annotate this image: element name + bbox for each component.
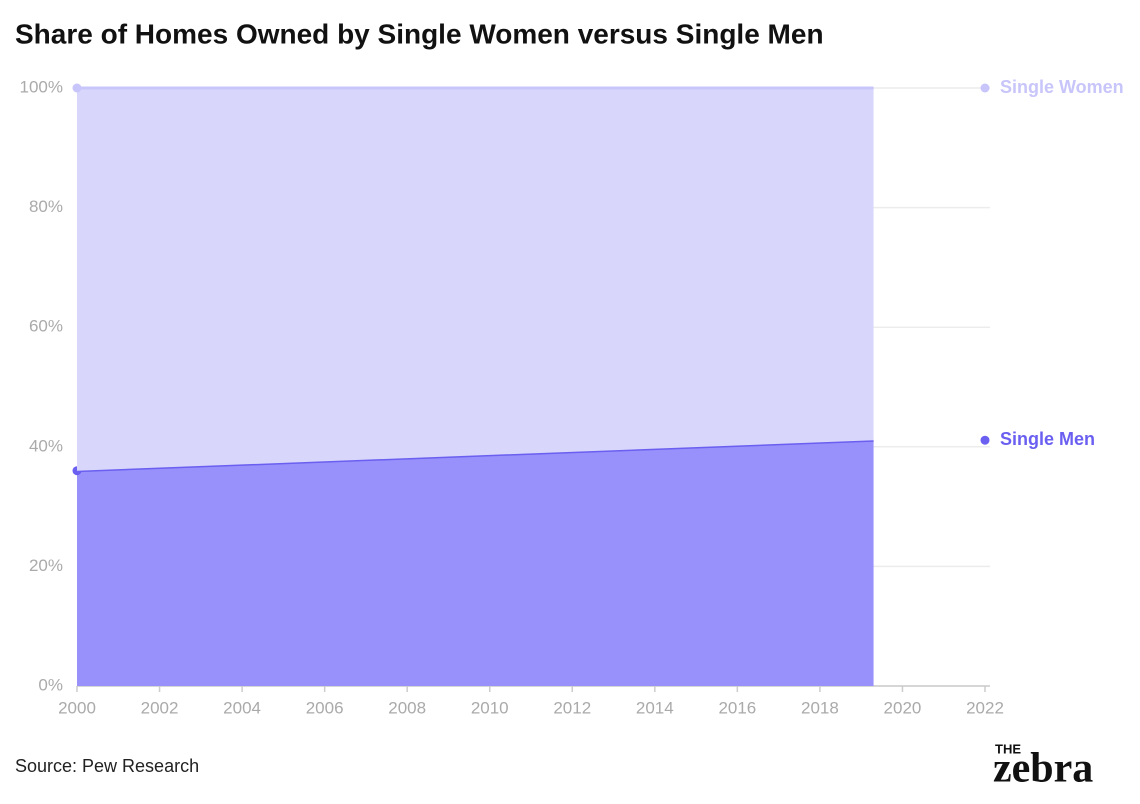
x-tick-label: 2000 (58, 698, 96, 717)
y-tick-label: 20% (29, 556, 63, 575)
area (77, 88, 874, 471)
x-tick-label: 2004 (223, 698, 261, 717)
y-tick-label: 0% (38, 675, 63, 694)
source: Source: Pew Research (15, 756, 199, 776)
x-tick-label: 2022 (966, 698, 1004, 717)
legend-dot (980, 435, 990, 445)
y-tick-label: 80% (29, 197, 63, 216)
legend-label: Single Women (1000, 77, 1124, 97)
y-tick-label: 100% (20, 77, 63, 96)
x-tick-label: 2014 (636, 698, 674, 717)
x-tick-label: 2018 (801, 698, 839, 717)
x-tick-label: 2010 (471, 698, 509, 717)
point (72, 83, 82, 93)
x-tick-label: 2006 (306, 698, 344, 717)
logo-small: THE (995, 741, 1021, 756)
legend-label: Single Men (1000, 429, 1095, 449)
chart-title: Share of Homes Owned by Single Women ver… (15, 18, 824, 49)
legend-dot (980, 83, 990, 93)
x-tick-label: 2020 (884, 698, 922, 717)
y-tick-label: 60% (29, 317, 63, 336)
x-tick-label: 2002 (141, 698, 179, 717)
x-tick-label: 2008 (388, 698, 426, 717)
area (77, 440, 874, 686)
logo: zebra (993, 746, 1093, 792)
x-tick-label: 2012 (553, 698, 591, 717)
x-tick-label: 2016 (718, 698, 756, 717)
y-tick-label: 40% (29, 436, 63, 455)
